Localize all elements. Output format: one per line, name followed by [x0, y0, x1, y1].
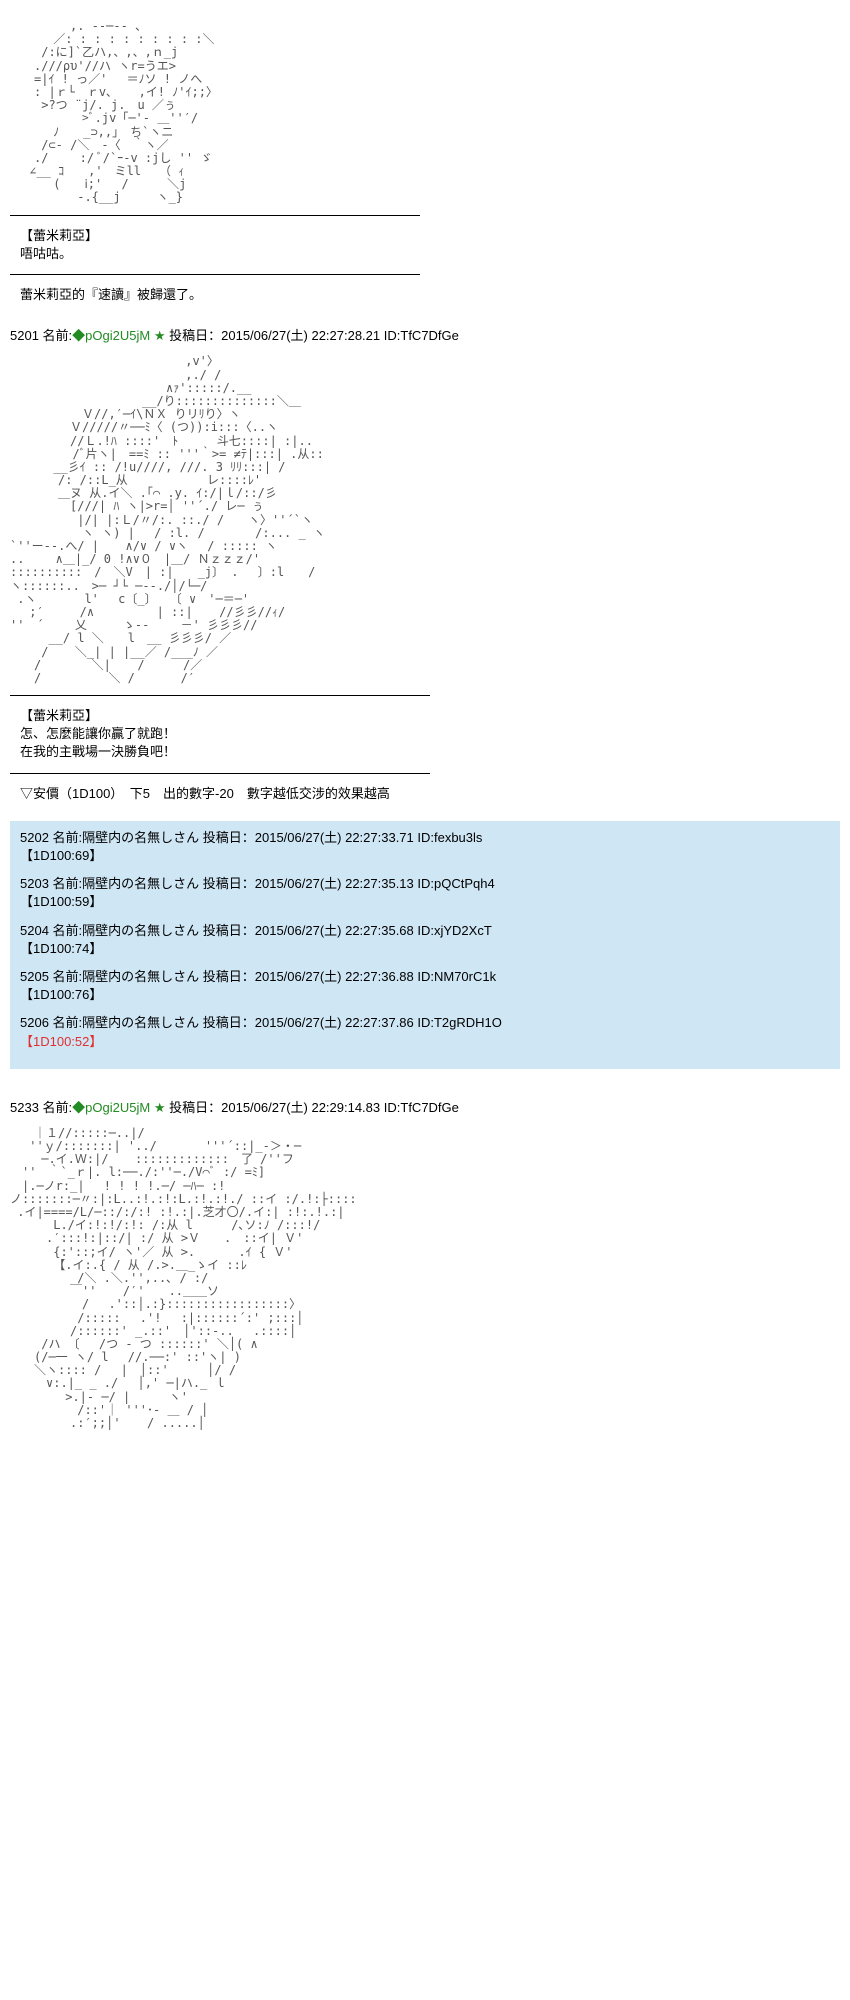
divider — [10, 773, 430, 774]
date-label: 投稿日： — [169, 328, 221, 343]
name-label: 名前: — [43, 1100, 73, 1115]
character-line: 怎、怎麼能讓你贏了就跑！ — [20, 725, 420, 743]
reply-header: 5205 名前:隔壁内の名無しさん 投稿日：2015/06/27(土) 22:2… — [20, 968, 830, 986]
post-header-5201: 5201 名前:◆pOgi2U5jM ★ 投稿日：2015/06/27(土) 2… — [10, 327, 840, 345]
date-label: 投稿日： — [169, 1100, 221, 1115]
star-icon: ★ — [154, 328, 166, 343]
reply-block: 5202 名前:隔壁内の名無しさん 投稿日：2015/06/27(土) 22:2… — [10, 821, 840, 1069]
post-number: 5201 — [10, 328, 39, 343]
reply-header: 5202 名前:隔壁内の名無しさん 投稿日：2015/06/27(土) 22:2… — [20, 829, 830, 847]
character-name: 【蕾米莉亞】 — [20, 707, 420, 725]
dice-roll: 【1D100:69】 — [20, 847, 830, 865]
narration-text: 蕾米莉亞的『速讀』被歸還了。 — [20, 286, 410, 304]
post-header-5233: 5233 名前:◆pOgi2U5jM ★ 投稿日：2015/06/27(土) 2… — [10, 1099, 840, 1117]
divider — [10, 215, 420, 216]
post-id: ID:TfC7DfGe — [384, 328, 459, 343]
dialogue-box-1: 【蕾米莉亞】 唔咕咕。 蕾米莉亞的『速讀』被歸還了。 — [10, 215, 420, 308]
post-date: 2015/06/27(土) 22:29:14.83 — [221, 1100, 380, 1115]
post-number: 5233 — [10, 1100, 39, 1115]
reply-header: 5206 名前:隔壁内の名無しさん 投稿日：2015/06/27(土) 22:2… — [20, 1014, 830, 1032]
reply-post: 5203 名前:隔壁内の名無しさん 投稿日：2015/06/27(土) 22:2… — [20, 875, 830, 911]
star-icon: ★ — [154, 1100, 166, 1115]
reply-header: 5203 名前:隔壁内の名無しさん 投稿日：2015/06/27(土) 22:2… — [20, 875, 830, 893]
reply-post: 5205 名前:隔壁内の名無しさん 投稿日：2015/06/27(土) 22:2… — [20, 968, 830, 1004]
dice-roll: 【1D100:76】 — [20, 986, 830, 1004]
dice-roll: 【1D100:74】 — [20, 940, 830, 958]
reply-post: 5204 名前:隔壁内の名無しさん 投稿日：2015/06/27(土) 22:2… — [20, 922, 830, 958]
tripcode: ◆pOgi2U5jM — [72, 328, 150, 343]
name-label: 名前: — [43, 328, 73, 343]
dialogue-box-2: 【蕾米莉亞】 怎、怎麼能讓你贏了就跑！ 在我的主戰場一決勝負吧！ ▽安價（1D1… — [10, 695, 430, 806]
reply-post: 5206 名前:隔壁内の名無しさん 投稿日：2015/06/27(土) 22:2… — [20, 1014, 830, 1050]
character-line: 唔咕咕。 — [20, 245, 410, 263]
ascii-art-2: ,v'〉 ,./ / ∧ｧ':::::/.__ __/り::::::::::::… — [10, 355, 840, 685]
character-line: 在我的主戰場一決勝負吧！ — [20, 743, 420, 761]
dice-roll: 【1D100:59】 — [20, 893, 830, 911]
dice-roll: 【1D100:52】 — [20, 1033, 830, 1051]
post-date: 2015/06/27(土) 22:27:28.21 — [221, 328, 380, 343]
divider — [10, 274, 420, 275]
divider — [10, 695, 430, 696]
ascii-art-1: ,. --─-- 、 ／: : : : : : : : : :＼ /:に]`乙ハ… — [10, 20, 840, 205]
reply-header: 5204 名前:隔壁内の名無しさん 投稿日：2015/06/27(土) 22:2… — [20, 922, 830, 940]
post-id: ID:TfC7DfGe — [384, 1100, 459, 1115]
reply-post: 5202 名前:隔壁内の名無しさん 投稿日：2015/06/27(土) 22:2… — [20, 829, 830, 865]
tripcode: ◆pOgi2U5jM — [72, 1100, 150, 1115]
narration-text: ▽安價（1D100） 下5 出的數字-20 數字越低交涉的效果越高 — [20, 785, 420, 803]
ascii-art-3: ｜１//:::::─..|/ ''ｙ/:::::::| '../ '''´::|… — [10, 1127, 840, 1430]
character-name: 【蕾米莉亞】 — [20, 227, 410, 245]
